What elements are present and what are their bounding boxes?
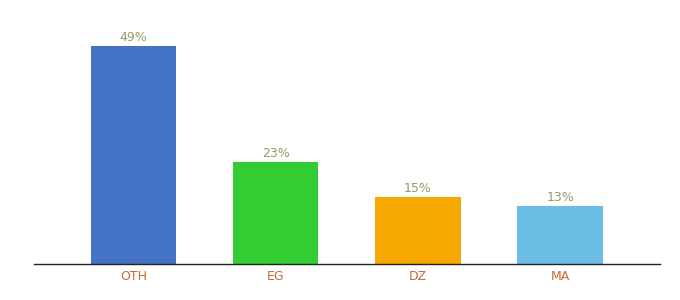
Text: 23%: 23% [262, 146, 290, 160]
Bar [375, 197, 460, 264]
Text: 15%: 15% [404, 182, 432, 195]
Bar [233, 162, 318, 264]
Text: 13%: 13% [546, 191, 574, 204]
Text: 49%: 49% [120, 31, 148, 44]
Bar [91, 46, 176, 264]
Bar [517, 206, 602, 264]
